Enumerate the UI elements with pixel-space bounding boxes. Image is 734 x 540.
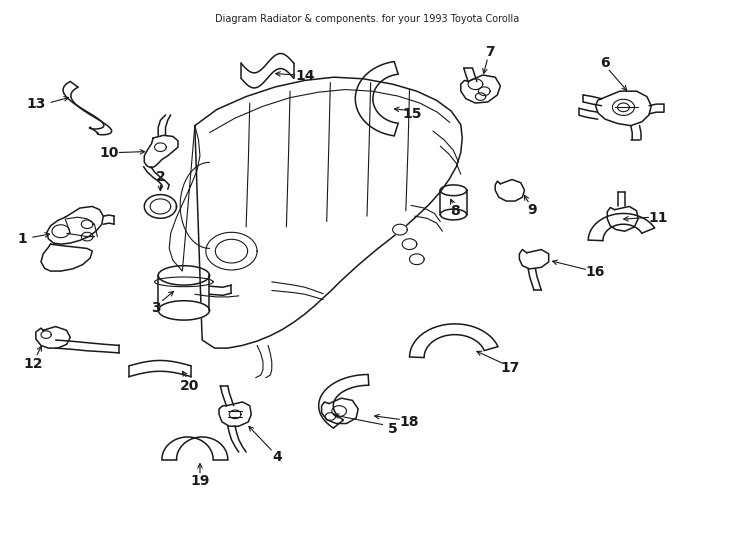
Polygon shape bbox=[612, 99, 634, 116]
Polygon shape bbox=[150, 199, 171, 214]
Polygon shape bbox=[321, 398, 358, 423]
Text: 9: 9 bbox=[527, 202, 537, 217]
Polygon shape bbox=[206, 232, 257, 270]
Polygon shape bbox=[47, 206, 103, 244]
Text: 18: 18 bbox=[400, 415, 419, 429]
Polygon shape bbox=[402, 239, 417, 249]
Text: 19: 19 bbox=[190, 474, 210, 488]
Polygon shape bbox=[81, 232, 93, 241]
Polygon shape bbox=[155, 143, 167, 152]
Polygon shape bbox=[41, 244, 92, 271]
Text: 10: 10 bbox=[99, 146, 119, 160]
Text: 13: 13 bbox=[26, 97, 46, 111]
Text: 14: 14 bbox=[295, 69, 314, 83]
Polygon shape bbox=[145, 194, 176, 218]
Polygon shape bbox=[215, 239, 247, 263]
Text: 16: 16 bbox=[586, 265, 606, 279]
Polygon shape bbox=[461, 75, 501, 103]
Polygon shape bbox=[219, 402, 251, 426]
Polygon shape bbox=[479, 87, 490, 96]
Text: 15: 15 bbox=[403, 107, 422, 121]
Polygon shape bbox=[410, 254, 424, 265]
Text: 12: 12 bbox=[24, 357, 43, 372]
Polygon shape bbox=[36, 327, 70, 348]
Polygon shape bbox=[476, 93, 486, 100]
Polygon shape bbox=[159, 301, 209, 320]
Text: 1: 1 bbox=[18, 232, 28, 246]
Polygon shape bbox=[595, 91, 651, 126]
Text: 7: 7 bbox=[485, 45, 495, 59]
Polygon shape bbox=[195, 77, 462, 348]
Polygon shape bbox=[495, 179, 525, 201]
Polygon shape bbox=[145, 136, 178, 167]
Polygon shape bbox=[41, 331, 51, 339]
Text: 17: 17 bbox=[500, 361, 520, 375]
Text: 11: 11 bbox=[649, 211, 669, 225]
Polygon shape bbox=[617, 103, 629, 112]
Text: Diagram Radiator & components. for your 1993 Toyota Corolla: Diagram Radiator & components. for your … bbox=[215, 14, 519, 24]
Polygon shape bbox=[81, 220, 93, 228]
Polygon shape bbox=[229, 410, 241, 418]
Text: 6: 6 bbox=[600, 56, 610, 70]
Text: 5: 5 bbox=[388, 422, 398, 436]
Polygon shape bbox=[325, 413, 335, 420]
Polygon shape bbox=[332, 406, 346, 416]
Text: 2: 2 bbox=[156, 170, 165, 184]
Polygon shape bbox=[52, 225, 70, 238]
Text: 4: 4 bbox=[273, 450, 283, 464]
Polygon shape bbox=[607, 206, 638, 231]
Polygon shape bbox=[440, 209, 467, 220]
Polygon shape bbox=[393, 224, 407, 235]
Polygon shape bbox=[468, 79, 483, 90]
Text: 3: 3 bbox=[151, 301, 161, 315]
Text: 20: 20 bbox=[180, 379, 200, 393]
Polygon shape bbox=[520, 249, 549, 269]
Text: 8: 8 bbox=[450, 204, 459, 218]
